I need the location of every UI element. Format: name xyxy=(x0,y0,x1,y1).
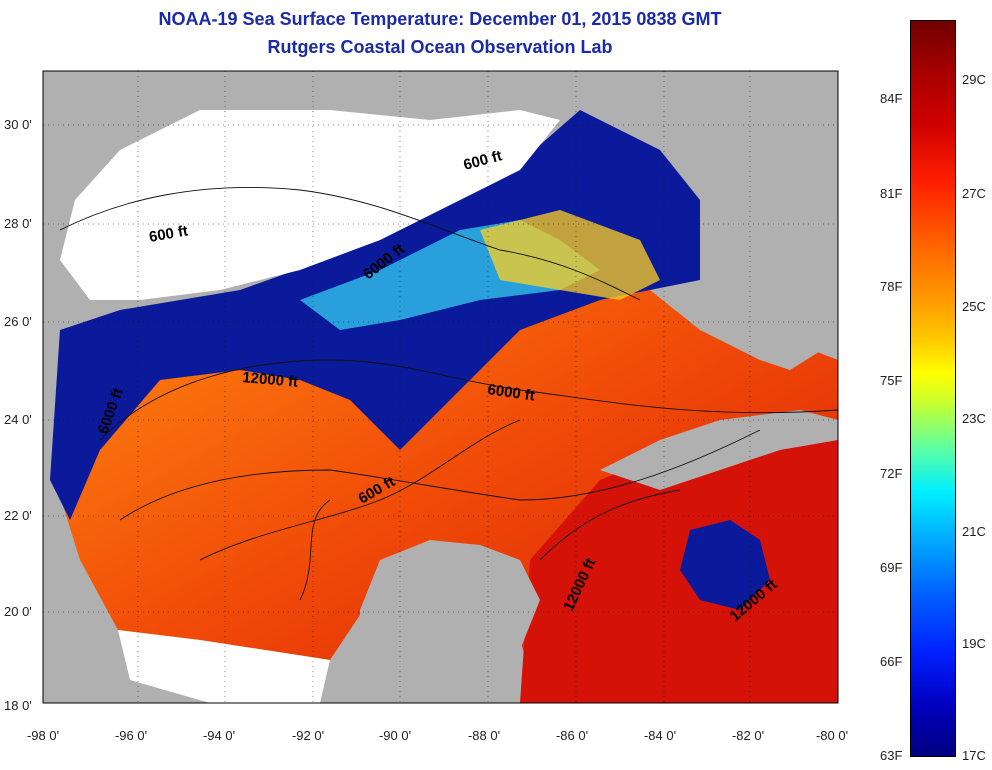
colorbar-f-label: 75F xyxy=(880,373,903,388)
contour-label: 12000 ft xyxy=(242,369,299,391)
lat-tick-label: 24 0' xyxy=(4,412,32,427)
lat-tick-label: 20 0' xyxy=(4,604,32,619)
cloud-cover-north xyxy=(60,110,560,300)
map-frame xyxy=(42,70,839,704)
lon-tick-label: -94 0' xyxy=(203,728,235,743)
yucatan-land xyxy=(360,540,540,703)
lat-tick-label: 22 0' xyxy=(4,508,32,523)
cold-patch-caribbean xyxy=(680,520,770,610)
map-subtitle: Rutgers Coastal Ocean Observation Lab xyxy=(267,37,613,57)
lon-tick-label: -82 0' xyxy=(732,728,764,743)
colorbar-c-label: 29C xyxy=(962,72,986,87)
lon-tick-label: -98 0' xyxy=(27,728,59,743)
graticule xyxy=(43,71,838,703)
colorbar-c-label: 25C xyxy=(962,299,986,314)
lat-tick-label: 18 0' xyxy=(4,698,32,713)
lon-tick-label: -90 0' xyxy=(379,728,411,743)
colorbar-f-label: 66F xyxy=(880,654,903,669)
cloud-cover-south xyxy=(118,630,330,703)
lon-tick-label: -80 0' xyxy=(816,728,848,743)
contour-label: 600 ft xyxy=(148,222,190,246)
lon-tick-label: -86 0' xyxy=(556,728,588,743)
colorbar-f-label: 81F xyxy=(880,186,903,201)
lon-tick-label: -84 0' xyxy=(644,728,676,743)
lat-tick-label: 28 0' xyxy=(4,216,32,231)
contour-label: 6000 ft xyxy=(486,381,535,404)
colorbar-f-label: 63F xyxy=(880,748,903,763)
colorbar-f-label: 72F xyxy=(880,466,903,481)
depth-contours xyxy=(59,186,838,601)
colorbar-f-label: 69F xyxy=(880,560,903,575)
lat-tick-label: 26 0' xyxy=(4,314,32,329)
colorbar-c-label: 19C xyxy=(962,636,986,651)
lon-tick-label: -96 0' xyxy=(115,728,147,743)
yellow-band xyxy=(480,210,660,300)
lon-tick-label: -88 0' xyxy=(468,728,500,743)
colorbar-c-label: 17C xyxy=(962,748,986,763)
lon-tick-label: -92 0' xyxy=(292,728,324,743)
temperature-colorbar xyxy=(910,20,956,757)
lat-tick-label: 30 0' xyxy=(4,117,32,132)
colorbar-c-label: 27C xyxy=(962,186,986,201)
map-title: NOAA-19 Sea Surface Temperature: Decembe… xyxy=(158,9,722,29)
sst-map: 600 ft 600 ft 6000 ft 12000 ft 6000 ft 6… xyxy=(4,70,848,743)
colorbar-f-label: 84F xyxy=(880,91,903,106)
colorbar-c-label: 23C xyxy=(962,411,986,426)
colorbar-f-label: 78F xyxy=(880,279,903,294)
cuba-land xyxy=(600,410,838,490)
colorbar-c-label: 21C xyxy=(962,524,986,539)
